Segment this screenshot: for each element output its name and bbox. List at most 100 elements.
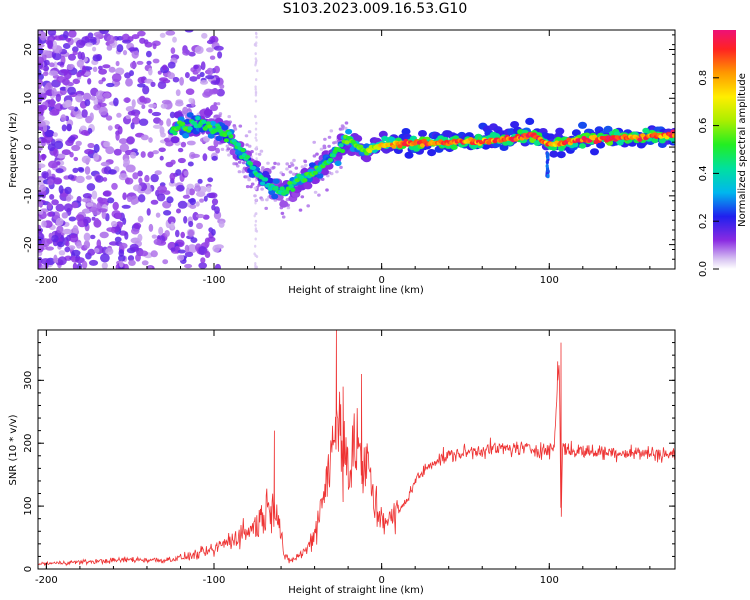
spectrogram-noise-cell <box>63 203 73 213</box>
spectrogram-noise-cell <box>206 47 214 53</box>
spectrogram-ytick-label: -20 <box>23 236 34 252</box>
spectrogram-noise-cell <box>255 121 258 125</box>
spectrogram-noise-cell <box>108 66 116 73</box>
spectrogram-ridge-cell <box>579 143 586 149</box>
spectrogram-noise-cell <box>83 232 91 242</box>
spectrogram-noise-cell <box>202 214 210 220</box>
spectrogram-noise-cell <box>193 64 199 70</box>
spectrogram-noise-cell <box>81 155 91 164</box>
spectrogram-noise-cell <box>245 143 249 147</box>
spectrogram-noise-cell <box>290 163 295 167</box>
spectrogram-ridge-cell <box>279 200 289 208</box>
snr-ytick-label: 200 <box>23 434 34 453</box>
spectrogram-noise-cell <box>204 239 210 248</box>
spectrogram-noise-cell <box>62 228 72 235</box>
spectrogram-noise-cell <box>64 246 71 253</box>
spectrogram-noise-cell <box>177 254 185 261</box>
spectrogram-noise-cell <box>175 100 184 107</box>
spectrogram-noise-cell <box>159 119 164 126</box>
spectrogram-ridge-cell <box>279 186 285 191</box>
spectrogram-noise-cell <box>130 151 137 159</box>
spectrogram-ridge-cell <box>170 136 180 144</box>
spectrogram-frame <box>37 29 676 270</box>
spectrogram-noise-cell <box>47 30 57 36</box>
spectrogram-noise-cell <box>281 173 286 177</box>
spectrogram-noise-cell <box>99 30 109 35</box>
spectrogram-noise-cell <box>160 132 166 138</box>
spectrogram-noise-cell <box>325 188 329 192</box>
spectrogram-noise-cell <box>213 45 224 51</box>
spectrogram-noise-cell <box>255 147 258 151</box>
spectrogram-noise-cell <box>75 39 86 49</box>
spectrogram-ridge-cell <box>172 131 178 136</box>
spectrogram-noise-cell <box>207 145 217 152</box>
spectrogram-noise-cell <box>154 170 162 176</box>
spectrogram-noise-cell <box>113 97 119 107</box>
spectrogram-noise-cell <box>54 140 64 150</box>
spectrogram-ridge-cell <box>222 132 228 138</box>
snr-ylabel: SNR (10 * v/v) <box>8 414 19 485</box>
spectrogram-noise-cell <box>53 254 58 263</box>
spectrogram-noise-cell <box>62 43 71 49</box>
spectrogram-noise-cell <box>287 164 292 169</box>
spectrogram-noise-cell <box>38 120 46 127</box>
spectrogram-noise-cell <box>47 143 56 152</box>
spectrogram-noise-cell <box>128 259 136 266</box>
spectrogram-noise-cell <box>167 72 175 80</box>
spectrogram-noise-cell <box>38 224 42 230</box>
spectrogram-noise-cell <box>56 225 64 234</box>
spectrogram-noise-cell <box>61 124 67 132</box>
spectrogram-noise-cell <box>38 184 47 192</box>
spectrogram-noise-cell <box>157 185 168 194</box>
spectrogram-ridge-cell <box>302 178 308 183</box>
spectrogram-noise-cell <box>68 53 76 61</box>
spectrogram-noise-cell <box>131 49 139 59</box>
spectrogram-noise-cell <box>49 194 55 200</box>
spectrogram-noise-cell <box>319 147 324 151</box>
spectrogram-noise-cell <box>313 190 318 194</box>
spectrogram-noise-cell <box>214 263 221 269</box>
spectrogram-ridge-cell <box>345 128 353 135</box>
spectrogram-noise-cell <box>213 102 218 106</box>
spectrogram-ylabel: Frequency (Hz) <box>8 112 19 188</box>
spectrogram-noise-cell <box>82 92 92 102</box>
spectrogram-noise-cell <box>253 214 256 218</box>
spectrogram-noise-cell <box>115 132 120 141</box>
spectrogram-noise-cell <box>108 169 117 175</box>
spectrogram-noise-cell <box>188 220 194 228</box>
spectrogram-noise-cell <box>211 155 218 161</box>
spectrogram-noise-cell <box>106 227 116 233</box>
colorbar-tick-label: 0.0 <box>698 261 709 277</box>
spectrogram-noise-cell <box>55 168 64 174</box>
spectrogram-ytick-label: -10 <box>23 188 34 204</box>
spectrogram-noise-cell <box>71 144 81 152</box>
spectrogram-noise-cell <box>168 181 176 187</box>
spectrogram-noise-cell <box>260 198 265 202</box>
spectrogram-noise-cell <box>114 212 122 220</box>
spectrogram-noise-cell <box>38 142 42 147</box>
spectrogram-noise-cell <box>98 102 107 108</box>
spectrogram-noise-cell <box>204 251 211 258</box>
spectrogram-noise-cell <box>190 237 198 244</box>
spectrogram-noise-cell <box>300 195 305 199</box>
spectrogram-noise-cell <box>66 123 72 132</box>
spectrogram-noise-cell <box>165 140 174 147</box>
spectrogram-noise-cell <box>208 192 218 199</box>
spectrogram-ridge-cell <box>244 154 251 160</box>
spectrogram-ytick-label: 0 <box>23 144 34 150</box>
spectrogram-noise-cell <box>94 248 100 253</box>
spectrogram-noise-cell <box>247 178 251 182</box>
snr-series-line <box>38 330 675 567</box>
spectrogram-noise-cell <box>241 170 245 174</box>
spectrogram-ridge-cell <box>223 138 229 143</box>
spectrogram-noise-cell <box>162 259 169 265</box>
spectrogram-noise-cell <box>83 240 91 249</box>
spectrogram-noise-cell <box>184 263 193 269</box>
spectrogram-noise-cell <box>72 46 79 53</box>
spectrogram-noise-cell <box>198 262 207 269</box>
spectrogram-noise-cell <box>198 246 208 256</box>
spectrogram-noise-cell <box>215 147 221 154</box>
spectrogram-noise-cell <box>196 74 201 80</box>
spectrogram-noise-cell <box>97 197 104 203</box>
spectrogram-noise-cell <box>148 137 153 143</box>
